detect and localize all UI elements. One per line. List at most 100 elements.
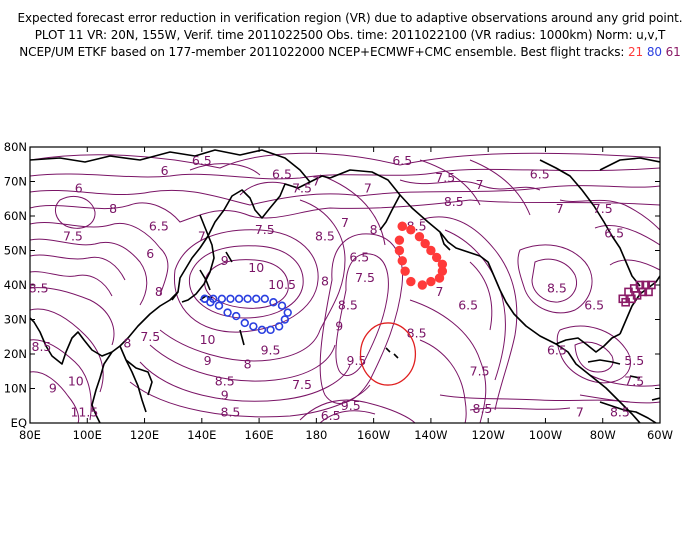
track-point bbox=[266, 325, 275, 335]
track-point bbox=[406, 276, 416, 287]
contour-label: 10 bbox=[248, 260, 264, 275]
contour-label: 6.5 bbox=[349, 249, 369, 264]
track-point bbox=[394, 235, 405, 245]
track-point bbox=[426, 245, 436, 256]
contour-label: 8 bbox=[155, 284, 163, 299]
lat-tick-label: 70N bbox=[4, 175, 27, 189]
contour-label: 6.5 bbox=[321, 408, 341, 423]
plot-header: Expected forecast error reduction in ver… bbox=[0, 10, 700, 61]
contour-label: 8 bbox=[370, 222, 378, 237]
contour-label: 10 bbox=[200, 332, 216, 347]
contour-label: 7.5 bbox=[292, 377, 312, 392]
contour-label: 6 bbox=[161, 163, 169, 178]
lon-tick-label: 120W bbox=[472, 428, 505, 442]
track-point bbox=[200, 294, 209, 303]
track-point bbox=[434, 273, 445, 283]
lon-tick-label: 180 bbox=[305, 428, 327, 442]
lat-tick-label: 30N bbox=[4, 313, 27, 327]
track-label-80: 80 bbox=[646, 45, 662, 59]
track-point bbox=[249, 322, 258, 331]
contour-label: 7.5 bbox=[140, 329, 160, 344]
lon-tick-label: 100W bbox=[529, 428, 562, 442]
track-point bbox=[223, 308, 232, 317]
track-point bbox=[644, 287, 653, 297]
contour-label: 9 bbox=[221, 387, 229, 402]
track-point bbox=[231, 311, 241, 321]
lon-tick-label: 100E bbox=[73, 428, 102, 442]
contour-label: 7.5 bbox=[435, 170, 455, 185]
lon-tick-label: 80W bbox=[590, 428, 616, 442]
verification-region bbox=[359, 322, 417, 386]
contour-label: 7.5 bbox=[624, 374, 644, 389]
track-point bbox=[431, 252, 442, 263]
track-point bbox=[414, 232, 425, 242]
contour-label: 8.5 bbox=[444, 194, 464, 209]
track-point bbox=[621, 297, 630, 307]
lon-tick-label: 120E bbox=[130, 428, 159, 442]
contour-label: 8.5 bbox=[407, 325, 427, 340]
track-point bbox=[397, 221, 407, 232]
contour-label: 9.5 bbox=[261, 343, 281, 358]
contour-label: 8.5 bbox=[610, 405, 630, 420]
track-point bbox=[214, 301, 224, 310]
title-line-3-text: NCEP/UM ETKF based on 177-member 2011022… bbox=[19, 45, 625, 59]
contour-label: 11.5 bbox=[70, 405, 98, 420]
contour-label: 6.5 bbox=[547, 343, 567, 358]
contour-label: 6.5 bbox=[530, 167, 550, 182]
flight-track-61 bbox=[618, 280, 656, 307]
title-line-1: Expected forecast error reduction in ver… bbox=[17, 11, 683, 25]
track-point bbox=[426, 276, 436, 287]
contour-label: 8.5 bbox=[315, 229, 335, 244]
lat-tick-label: EQ bbox=[11, 416, 27, 430]
contour-label: 9 bbox=[335, 318, 343, 333]
track-point bbox=[283, 308, 292, 317]
contour-label: 9 bbox=[204, 353, 212, 368]
lat-tick-label: 20N bbox=[4, 347, 27, 361]
track-point bbox=[400, 266, 410, 276]
contour-label: 7 bbox=[576, 405, 584, 420]
lat-tick-label: 40N bbox=[4, 278, 27, 292]
contour-label: 7 bbox=[312, 174, 320, 189]
contour-label: 7.5 bbox=[63, 229, 83, 244]
contour-label: 10.5 bbox=[268, 277, 296, 292]
contour-label: 8 bbox=[321, 274, 329, 289]
lon-tick-label: 160E bbox=[244, 428, 273, 442]
contour-label: 7 bbox=[436, 284, 444, 299]
lon-tick-label: 80E bbox=[19, 428, 41, 442]
lon-tick-label: 140W bbox=[414, 428, 447, 442]
contour-label: 6 bbox=[75, 180, 83, 195]
track-label-61: 61 bbox=[665, 45, 681, 59]
track-point bbox=[280, 315, 290, 324]
contour-label: 8.5 bbox=[547, 280, 567, 295]
track-point bbox=[274, 322, 284, 331]
contour-label: 9.5 bbox=[341, 398, 361, 413]
contour-label: 8 bbox=[244, 356, 252, 371]
flight-track-80 bbox=[200, 294, 292, 335]
contour-label: 7.5 bbox=[355, 270, 375, 285]
contour-label: 7 bbox=[341, 215, 349, 230]
contour-label: 8.5 bbox=[215, 374, 235, 389]
flight-track-21 bbox=[394, 221, 448, 290]
track-point bbox=[226, 294, 235, 303]
flight-tracks bbox=[200, 221, 656, 335]
lat-tick-label: 80N bbox=[4, 140, 27, 154]
contour-label: 6.5 bbox=[604, 225, 624, 240]
track-point bbox=[269, 298, 278, 307]
lon-tick-label: 140E bbox=[187, 428, 216, 442]
contour-label: 7.5 bbox=[255, 222, 275, 237]
track-point bbox=[257, 325, 267, 335]
track-point bbox=[243, 294, 252, 303]
contour-label: 8.5 bbox=[32, 339, 52, 354]
contour-label: 8.5 bbox=[29, 280, 49, 295]
contour-label: 8.5 bbox=[473, 401, 493, 416]
track-point bbox=[260, 294, 270, 303]
contour-label: 7.5 bbox=[292, 180, 312, 195]
contour-label: 6.5 bbox=[272, 167, 292, 182]
contour-label: 7 bbox=[556, 201, 564, 216]
contour-label: 6.5 bbox=[392, 153, 412, 168]
contour-label: 6.5 bbox=[584, 298, 604, 313]
contour-label: 6.5 bbox=[149, 218, 169, 233]
contour-label: 7.5 bbox=[593, 201, 613, 216]
contour-lines bbox=[30, 152, 660, 423]
